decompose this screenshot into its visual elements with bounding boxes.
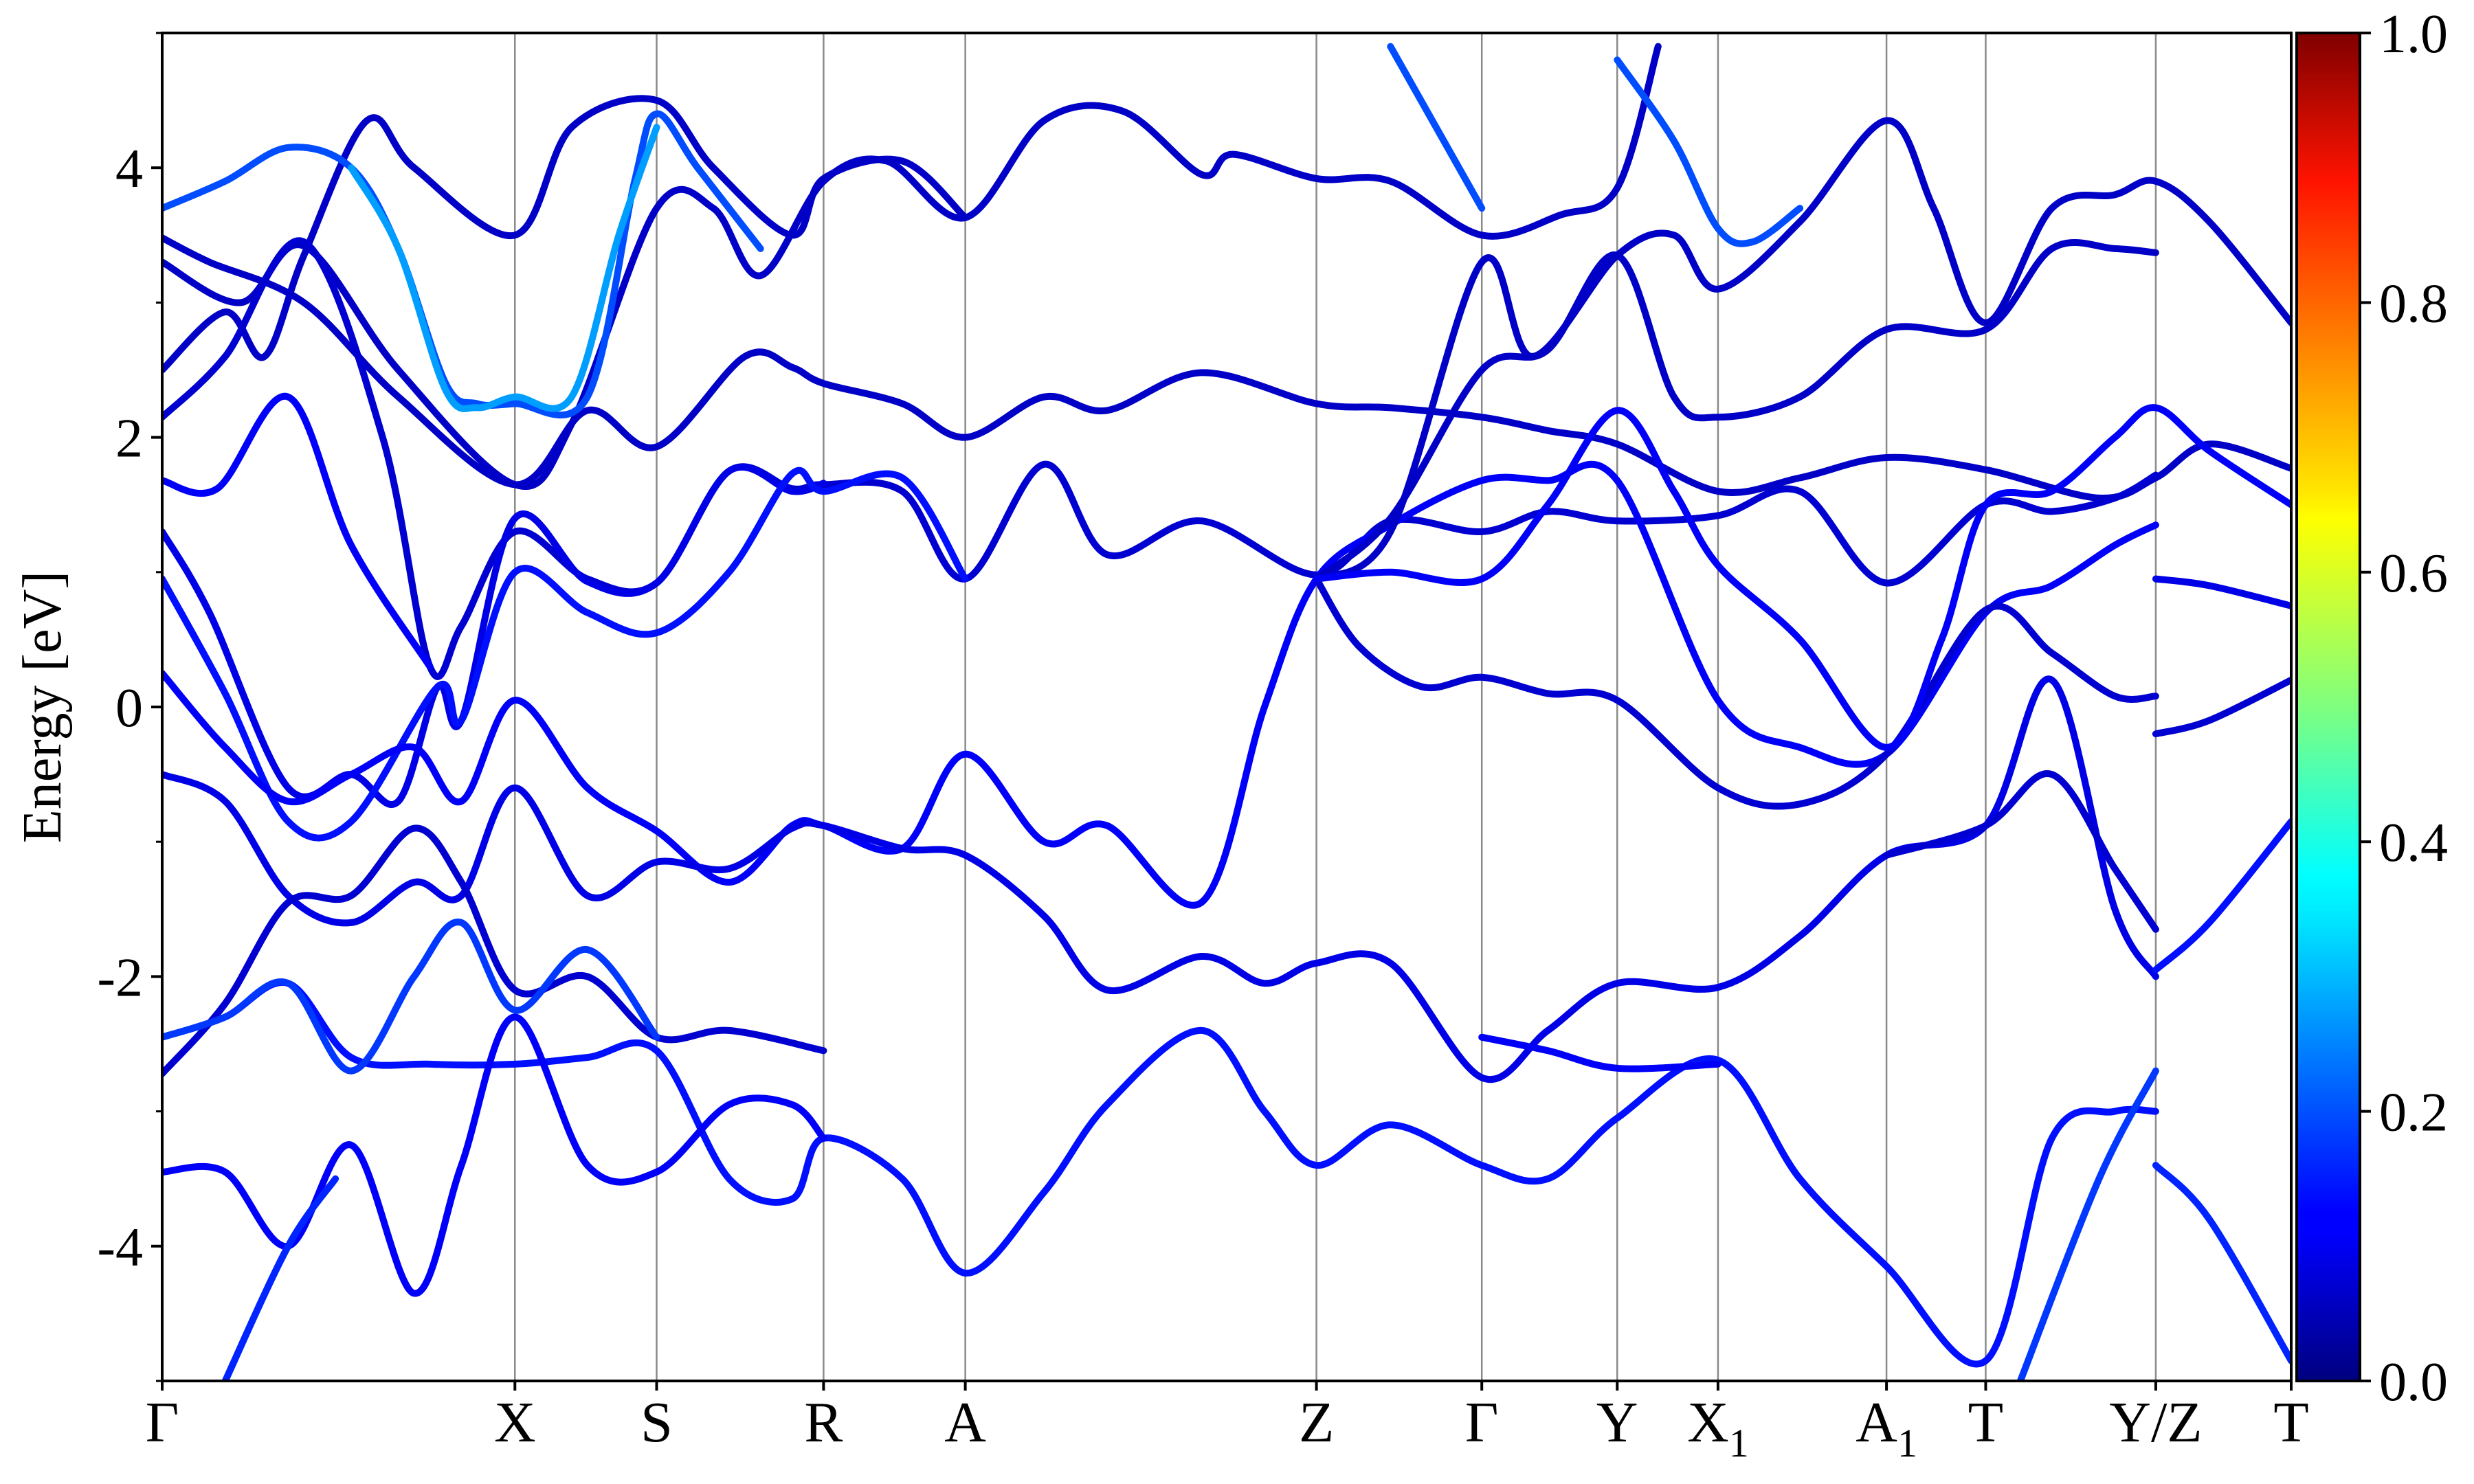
colorbar-ticks: 0.0 0.2 0.4 0.6 0.8 1.0: [2360, 4, 2448, 1413]
band-line-29: [1478, 1033, 1721, 1072]
x-tick-label: X: [494, 1391, 536, 1454]
y-tick-label: -2: [97, 947, 143, 1008]
colorbar-tick-label: 0.2: [2379, 1083, 2448, 1143]
band-line-24: [162, 110, 764, 419]
x-tick-label: T: [2273, 1391, 2308, 1454]
x-tick-label: Γ: [146, 1391, 179, 1454]
band-line-28: [162, 919, 660, 1075]
y-axis: 4 2 0 -2 -4: [97, 32, 162, 1382]
band-line-14: [2016, 1067, 2159, 1381]
band-line-10: [162, 824, 827, 1077]
y-tick-label: 4: [115, 139, 143, 199]
x-tick-label: T: [1968, 1391, 2003, 1454]
y-tick-label: 2: [115, 409, 143, 469]
x-tick-label: X1: [1687, 1391, 1749, 1465]
x-tick-label: A1: [1855, 1391, 1917, 1465]
band-line-2: [162, 43, 1662, 491]
colorbar-tick-label: 0.4: [2379, 813, 2448, 873]
x-tick-label: Z: [1299, 1391, 1334, 1454]
band-line-6: [162, 392, 434, 671]
band-line-1: [162, 234, 2291, 502]
band-line-11: [162, 978, 2159, 1368]
colorbar: 0.0 0.2 0.4 0.6 0.8 1.0: [2295, 4, 2448, 1413]
band-line-16: [1313, 238, 2159, 583]
band-line-7: [162, 466, 969, 842]
colorbar-tick-label: 1.0: [2379, 4, 2448, 65]
band-line-19: [2152, 575, 2291, 609]
y-axis-title: Energy [eV]: [12, 571, 73, 843]
y-tick-label: -4: [97, 1217, 143, 1278]
band-line-3: [162, 95, 969, 374]
x-tick-label: A: [944, 1391, 986, 1454]
band-line-15: [1313, 575, 2159, 810]
kpoint-gridlines: [514, 33, 2157, 1381]
band-line-17: [1313, 117, 2291, 583]
colorbar-tick-label: 0.0: [2379, 1352, 2448, 1413]
band-line-18: [1313, 404, 2291, 751]
band-line-27: [1614, 56, 1804, 247]
x-tick-label: Γ: [1465, 1391, 1499, 1454]
band-lines: [162, 43, 2291, 1381]
band-line-20: [2152, 818, 2291, 974]
band-line-12: [162, 1013, 827, 1297]
band-line-26: [1387, 43, 1486, 212]
band-line-22: [1883, 770, 2159, 933]
band-line-21: [2152, 676, 2291, 738]
y-tick-label: 0: [115, 678, 143, 739]
plot-frame: [161, 32, 2293, 1382]
band-line-5: [162, 463, 827, 808]
x-tick-label: Y: [1596, 1391, 1638, 1454]
x-tick-label: Y/Z: [2109, 1391, 2202, 1454]
x-tick-label: R: [804, 1391, 843, 1454]
band-line-8: [162, 460, 2159, 909]
band-line-13: [221, 1175, 339, 1381]
x-axis: Γ X S R A Z Γ Y X1 A1 T Y/Z T: [146, 1381, 2309, 1465]
x-tick-label: S: [640, 1391, 673, 1454]
band-line-23: [2152, 1162, 2291, 1364]
colorbar-gradient: [2295, 32, 2361, 1382]
colorbar-tick-label: 0.8: [2379, 273, 2448, 334]
colorbar-tick-label: 0.6: [2379, 543, 2448, 604]
band-line-25: [348, 124, 660, 412]
